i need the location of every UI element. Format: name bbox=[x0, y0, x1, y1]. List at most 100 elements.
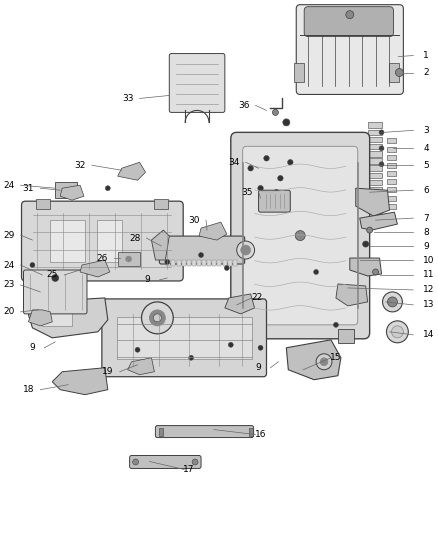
FancyBboxPatch shape bbox=[231, 132, 370, 339]
Bar bbox=[388, 139, 396, 143]
Circle shape bbox=[153, 314, 161, 322]
Bar bbox=[367, 165, 381, 171]
Text: 9: 9 bbox=[256, 363, 261, 372]
Bar bbox=[249, 427, 253, 435]
Circle shape bbox=[388, 297, 397, 307]
Text: 5: 5 bbox=[423, 161, 429, 170]
Polygon shape bbox=[360, 212, 397, 230]
Circle shape bbox=[241, 245, 251, 255]
Text: 32: 32 bbox=[74, 161, 86, 170]
Bar bbox=[202, 260, 206, 266]
Bar bbox=[207, 260, 211, 266]
Bar bbox=[367, 144, 381, 149]
Text: 9: 9 bbox=[423, 241, 429, 251]
Text: 9: 9 bbox=[145, 276, 150, 285]
Circle shape bbox=[396, 69, 403, 77]
Text: 30: 30 bbox=[188, 216, 200, 224]
Circle shape bbox=[386, 321, 408, 343]
FancyBboxPatch shape bbox=[296, 5, 403, 94]
Circle shape bbox=[165, 260, 170, 264]
Bar bbox=[36, 199, 50, 209]
Circle shape bbox=[248, 165, 254, 171]
Circle shape bbox=[363, 241, 369, 247]
Text: 12: 12 bbox=[423, 286, 434, 294]
Bar bbox=[117, 317, 251, 359]
Polygon shape bbox=[336, 284, 367, 306]
Text: 1: 1 bbox=[423, 51, 429, 60]
Polygon shape bbox=[356, 188, 389, 216]
Bar bbox=[228, 260, 232, 266]
Bar bbox=[50, 220, 85, 262]
Bar bbox=[212, 260, 216, 266]
Polygon shape bbox=[127, 358, 155, 375]
Bar bbox=[294, 62, 304, 83]
Bar bbox=[367, 180, 381, 185]
Text: 11: 11 bbox=[423, 270, 434, 279]
Bar bbox=[367, 194, 381, 200]
Text: 34: 34 bbox=[228, 158, 240, 167]
FancyBboxPatch shape bbox=[24, 270, 87, 314]
Bar bbox=[388, 171, 396, 176]
FancyBboxPatch shape bbox=[155, 425, 254, 438]
Bar bbox=[55, 182, 77, 198]
Circle shape bbox=[379, 146, 384, 151]
Circle shape bbox=[287, 159, 293, 165]
Bar bbox=[388, 196, 396, 200]
Bar bbox=[42, 308, 72, 326]
Circle shape bbox=[346, 11, 354, 19]
Polygon shape bbox=[225, 294, 254, 314]
Polygon shape bbox=[199, 222, 227, 240]
Bar bbox=[233, 260, 237, 266]
Polygon shape bbox=[28, 298, 108, 338]
Text: 18: 18 bbox=[23, 385, 34, 394]
FancyBboxPatch shape bbox=[159, 236, 245, 264]
FancyBboxPatch shape bbox=[243, 147, 358, 325]
Polygon shape bbox=[286, 340, 341, 379]
Circle shape bbox=[30, 263, 35, 268]
Bar bbox=[367, 151, 381, 157]
Bar bbox=[388, 179, 396, 184]
Circle shape bbox=[133, 459, 138, 465]
Text: 24: 24 bbox=[3, 261, 14, 270]
Text: 20: 20 bbox=[3, 308, 14, 317]
Text: 35: 35 bbox=[241, 188, 252, 197]
Circle shape bbox=[126, 256, 131, 262]
Text: 22: 22 bbox=[251, 294, 262, 302]
Circle shape bbox=[274, 189, 279, 195]
Bar bbox=[367, 130, 381, 135]
FancyBboxPatch shape bbox=[258, 190, 290, 212]
Bar bbox=[389, 62, 399, 83]
Circle shape bbox=[258, 345, 263, 350]
Text: 13: 13 bbox=[423, 301, 434, 309]
Text: 6: 6 bbox=[423, 185, 429, 195]
Circle shape bbox=[295, 231, 305, 240]
Circle shape bbox=[379, 162, 384, 167]
Circle shape bbox=[373, 269, 378, 275]
Text: 23: 23 bbox=[3, 280, 14, 289]
Polygon shape bbox=[52, 368, 108, 394]
Bar bbox=[159, 427, 163, 435]
Text: 9: 9 bbox=[29, 343, 35, 352]
Bar bbox=[367, 187, 381, 192]
Text: 19: 19 bbox=[102, 367, 113, 376]
Polygon shape bbox=[80, 260, 110, 277]
Text: 2: 2 bbox=[423, 68, 429, 77]
Circle shape bbox=[105, 185, 110, 191]
Bar bbox=[247, 329, 262, 343]
FancyBboxPatch shape bbox=[21, 201, 183, 281]
Text: 31: 31 bbox=[23, 184, 34, 193]
Bar bbox=[388, 188, 396, 192]
Circle shape bbox=[320, 358, 328, 366]
Bar bbox=[338, 329, 354, 343]
Circle shape bbox=[283, 119, 290, 126]
Text: 15: 15 bbox=[330, 353, 342, 362]
Text: 8: 8 bbox=[423, 228, 429, 237]
Text: 36: 36 bbox=[238, 101, 249, 110]
Bar bbox=[217, 260, 222, 266]
Text: 17: 17 bbox=[184, 465, 195, 474]
Text: 24: 24 bbox=[3, 181, 14, 190]
Circle shape bbox=[192, 459, 198, 465]
Circle shape bbox=[392, 326, 403, 338]
Text: 26: 26 bbox=[96, 254, 108, 263]
Text: 33: 33 bbox=[122, 94, 134, 103]
